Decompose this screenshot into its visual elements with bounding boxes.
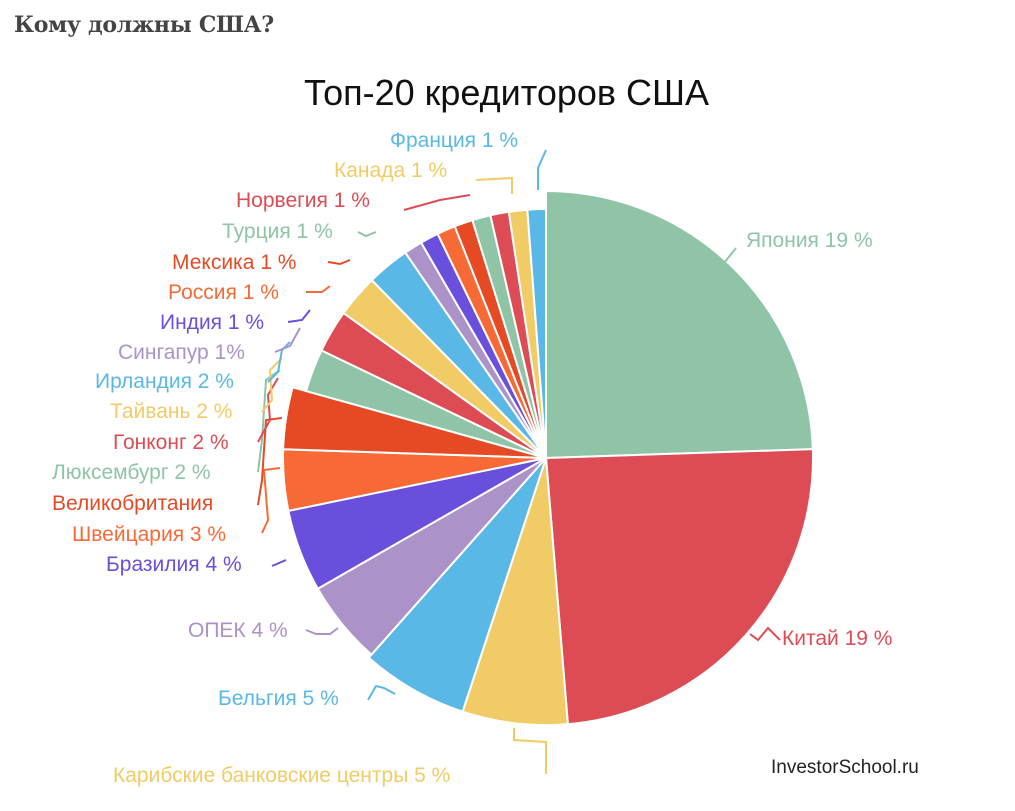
slice-label: Мексика 1 % [172, 251, 297, 274]
slice-label: Великобритания [52, 492, 214, 515]
slice-label: Карибские банковские центры 5 % [113, 764, 451, 787]
slice-label: Бразилия 4 % [106, 553, 242, 576]
slice-label: Гонконг 2 % [113, 431, 229, 454]
chart-title-text: Топ-20 кредиторов США [303, 72, 710, 113]
leader-line [475, 176, 513, 194]
watermark: InvestorSchool.ru [771, 757, 919, 778]
leader-line [271, 559, 287, 567]
slice-label: Япония 19 % [746, 229, 873, 252]
leader-line [267, 341, 291, 383]
pie-slice [544, 448, 814, 726]
leader-line [403, 194, 471, 211]
pie-slice [545, 189, 814, 460]
slice-label: ОПЕК 4 % [188, 619, 288, 642]
leader-line [327, 259, 351, 266]
slice-label: Франция 1 % [390, 129, 519, 152]
slice-label: Норвегия 1 % [236, 189, 370, 212]
slice-label: Швейцария 3 % [72, 523, 227, 546]
leader-line [513, 728, 547, 774]
pie-slices [282, 189, 814, 726]
leader-line [261, 357, 283, 413]
slice-label: Ирландия 2 % [95, 370, 234, 393]
leader-line [306, 285, 331, 293]
leader-line [749, 626, 781, 642]
slice-label: Турция 1 % [222, 220, 333, 243]
leader-line [257, 417, 283, 506]
leader-lines [257, 149, 781, 774]
slice-label: Канада 1 % [334, 159, 448, 182]
leader-line [305, 627, 339, 635]
slice-label: Тайвань 2 % [110, 400, 233, 423]
pie-slice [367, 457, 547, 713]
chart-title: Топ-20 кредиторов США [0, 72, 1015, 114]
slice-label: Люксембург 2 % [52, 461, 211, 484]
leader-line [367, 684, 396, 701]
leader-line [287, 309, 311, 323]
slice-label: Россия 1 % [168, 281, 279, 304]
slice-label: Китай 19 % [782, 627, 893, 650]
leader-line [357, 231, 377, 238]
slice-label: Индия 1 % [160, 311, 265, 334]
leader-line [261, 467, 281, 534]
leader-line [704, 247, 737, 271]
slice-label: Бельгия 5 % [218, 687, 339, 710]
slice-label: Сингапур 1% [118, 341, 245, 364]
leader-line [257, 377, 279, 443]
pie-slice [526, 207, 547, 459]
leader-line [537, 149, 547, 190]
page-heading: Кому должны США? [14, 12, 274, 38]
leader-line [274, 327, 301, 353]
